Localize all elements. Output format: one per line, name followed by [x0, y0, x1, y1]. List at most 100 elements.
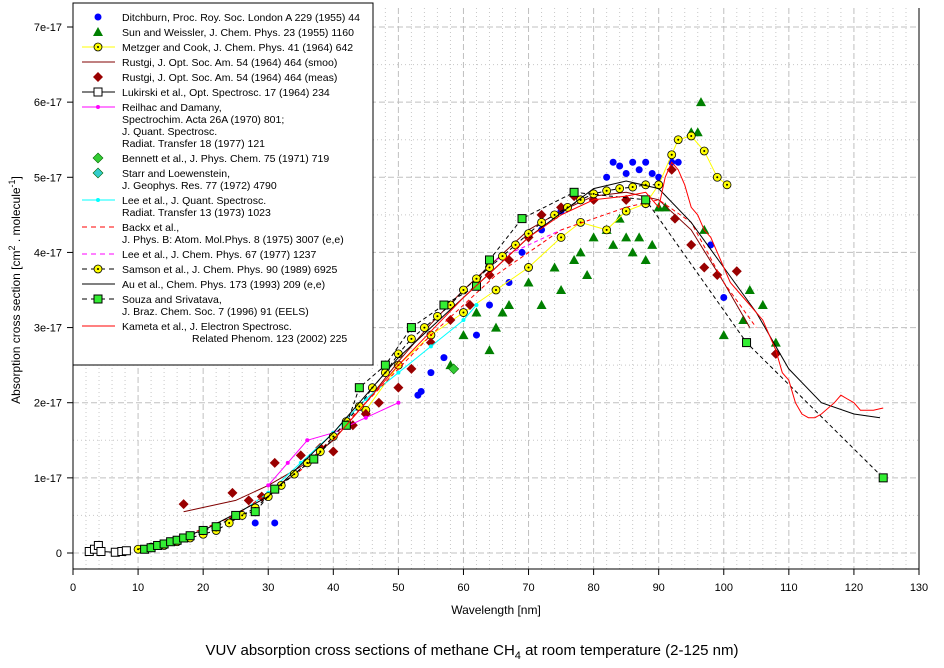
data-point — [686, 131, 696, 141]
legend-marker-swatch — [93, 87, 103, 97]
data-point — [420, 323, 429, 332]
legend-item: Souza and Srivatava,J. Braz. Chem. Soc. … — [82, 294, 309, 318]
data-point — [667, 150, 677, 160]
data-point — [603, 173, 611, 181]
data-point — [354, 383, 364, 393]
data-point — [686, 239, 697, 250]
data-point — [582, 269, 593, 279]
series-13 — [137, 180, 881, 550]
legend-marker-swatch — [92, 152, 104, 164]
x-tick-label: 0 — [70, 582, 76, 594]
data-point — [505, 278, 513, 286]
data-point — [575, 247, 586, 257]
legend-label: Metzger and Cook, J. Chem. Phys. 41 (196… — [122, 42, 353, 54]
legend-label: Bennett et al., J. Phys. Chem. 75 (1971)… — [122, 153, 329, 165]
legend-item: Ditchburn, Proc. Roy. Soc. London A 229 … — [94, 12, 360, 24]
data-point — [471, 307, 482, 317]
data-point — [738, 315, 749, 325]
data-point — [328, 446, 339, 457]
data-point — [96, 546, 106, 556]
legend-item: Reilhac and Damany,Spectrochim. Acta 26A… — [82, 102, 284, 150]
data-point — [373, 397, 384, 408]
data-point — [695, 97, 706, 107]
legend-label: J. Geophys. Res. 77 (1972) 4790 — [122, 180, 277, 192]
data-point — [669, 213, 680, 224]
data-point — [536, 300, 547, 310]
legend-label: Radiat. Transfer 18 (1977) 121 — [122, 138, 265, 150]
data-point — [524, 263, 533, 272]
data-point — [523, 277, 534, 287]
legend-marker-swatch — [93, 294, 103, 304]
legend-item: Starr and Loewenstein,J. Geophys. Res. 7… — [92, 167, 277, 192]
chart-title: VUV absorption cross sections of methane… — [205, 642, 738, 662]
legend-item: Bennett et al., J. Phys. Chem. 75 (1971)… — [92, 152, 329, 165]
data-point — [628, 182, 638, 192]
data-point — [472, 274, 481, 284]
legend-label: Lukirski et al., Opt. Spectrosc. 17 (196… — [122, 87, 330, 99]
data-point — [720, 294, 728, 302]
x-tick-label: 100 — [715, 582, 733, 594]
data-point — [440, 354, 448, 362]
series-1 — [445, 97, 781, 370]
data-point — [121, 546, 131, 556]
data-point — [315, 447, 325, 456]
x-tick-label: 80 — [587, 582, 599, 594]
y-tick-label: 5e-17 — [34, 172, 62, 184]
legend-item: Rustgi, J. Opt. Soc. Am. 54 (1964) 464 (… — [82, 57, 337, 69]
legend-label: Rustgi, J. Opt. Soc. Am. 54 (1964) 464 (… — [122, 72, 337, 84]
y-tick-label: 0 — [56, 548, 62, 560]
data-point — [309, 454, 319, 464]
data-point — [406, 323, 416, 333]
data-point — [406, 363, 417, 374]
data-point — [484, 269, 495, 280]
data-point — [692, 127, 703, 137]
series-line — [267, 402, 399, 486]
legend-label: Radiat. Transfer 13 (1973) 1023 — [122, 207, 271, 219]
x-tick-label: 130 — [910, 582, 928, 594]
x-tick-label: 30 — [262, 582, 274, 594]
series-11 — [495, 229, 562, 261]
y-axis-title: Absorption cross section [cm2 . molecule… — [7, 176, 23, 404]
legend-marker-swatch — [96, 105, 100, 109]
data-point — [243, 495, 254, 506]
legend-item: Backx et al.,J. Phys. B: Atom. Mol.Phys.… — [82, 222, 344, 246]
data-point — [491, 322, 501, 332]
plot-area — [84, 97, 888, 557]
data-point — [185, 531, 195, 541]
legend-label: Related Phenom. 123 (2002) 225 — [192, 333, 347, 345]
data-point — [609, 158, 617, 166]
data-point — [524, 229, 533, 239]
data-point — [518, 248, 526, 256]
y-ticks: 0 1e-17 2e-17 3e-17 4e-17 5e-17 6e-17 7e-17 — [34, 22, 73, 560]
data-point — [445, 315, 456, 326]
data-point — [722, 180, 732, 190]
legend-label: J. Braz. Chem. Soc. 7 (1996) 91 (EELS) — [122, 306, 309, 318]
legend-label: Au et al., Chem. Phys. 173 (1993) 209 (e… — [122, 279, 325, 291]
data-point — [285, 460, 290, 465]
x-tick-label: 10 — [132, 582, 144, 594]
x-tick-label: 20 — [197, 582, 209, 594]
data-point — [198, 525, 208, 535]
data-point — [757, 300, 768, 310]
data-point — [569, 254, 580, 264]
data-point — [459, 285, 468, 295]
legend-label: Souza and Srivatava, — [122, 294, 222, 306]
legend-item: Metzger and Cook, J. Chem. Phys. 41 (196… — [82, 42, 353, 54]
legend-item: Au et al., Chem. Phys. 173 (1993) 209 (e… — [82, 279, 325, 291]
data-point — [276, 480, 286, 490]
data-point — [396, 400, 401, 405]
data-point — [448, 363, 460, 375]
x-tick-label: 90 — [653, 582, 665, 594]
series-14 — [140, 187, 888, 554]
legend-label: J. Phys. B: Atom. Mol.Phys. 8 (1975) 300… — [122, 234, 344, 246]
series-2 — [361, 131, 732, 415]
data-point — [491, 285, 501, 295]
data-point — [439, 300, 449, 310]
data-point — [305, 438, 310, 443]
series-6 — [266, 400, 401, 488]
legend-item: Lee et al., J. Chem. Phys. 67 (1977) 123… — [82, 249, 317, 261]
x-tick-label: 40 — [327, 582, 339, 594]
data-point — [556, 232, 566, 242]
data-point — [497, 307, 508, 317]
data-point — [731, 266, 742, 277]
